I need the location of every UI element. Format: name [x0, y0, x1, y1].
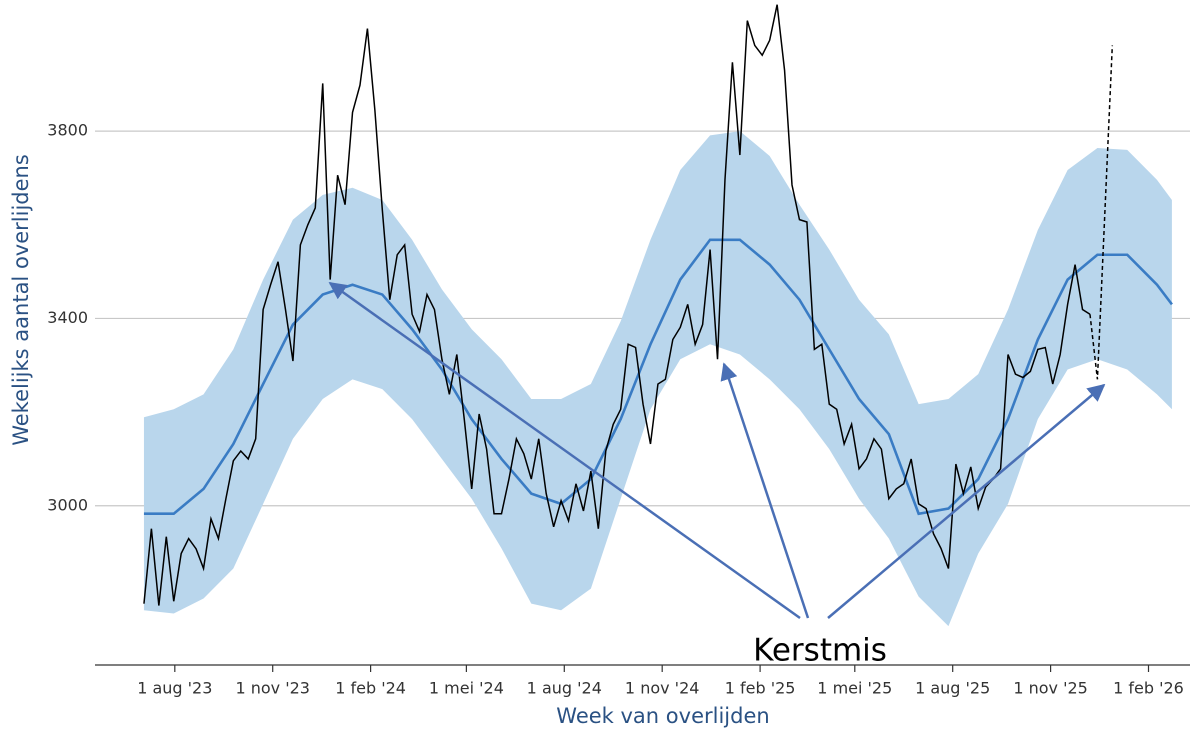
y-tick-label: 3000 [47, 495, 88, 514]
x-tick-label: 1 aug '25 [915, 679, 990, 698]
x-tick-label: 1 feb '25 [725, 679, 796, 698]
x-tick-label: 1 nov '23 [235, 679, 310, 698]
x-tick-label: 1 feb '24 [335, 679, 406, 698]
annotation: Kerstmis [753, 633, 887, 669]
x-tick-label: 1 mei '25 [817, 679, 892, 698]
arrow [720, 362, 810, 619]
dashed-line [1089, 45, 1114, 380]
x-tick-label: 1 feb '26 [1113, 679, 1184, 698]
x-tick-label: 1 mei '24 [429, 679, 504, 698]
x-tick-label: 1 nov '24 [625, 679, 700, 698]
plot-area [143, 4, 1173, 627]
x-tick-label: 1 aug '24 [527, 679, 602, 698]
annotation-arrows [328, 281, 1106, 620]
y-axis-title: Wekelijks aantal overlijdens [9, 154, 33, 446]
x-tick-label: 1 nov '25 [1013, 679, 1088, 698]
expected-line [143, 238, 1173, 516]
x-axis-title: Week van overlijden [556, 704, 769, 728]
y-tick-label: 3800 [47, 121, 88, 140]
x-tick-label: 1 aug '23 [137, 679, 212, 698]
arrow [827, 383, 1106, 619]
y-tick-label: 3400 [47, 308, 88, 327]
axes: 3000 3400 3800 1 aug '23 1 nov '23 1 feb '24 1… [47, 121, 1190, 698]
arrow [328, 281, 801, 620]
band [143, 131, 1172, 627]
